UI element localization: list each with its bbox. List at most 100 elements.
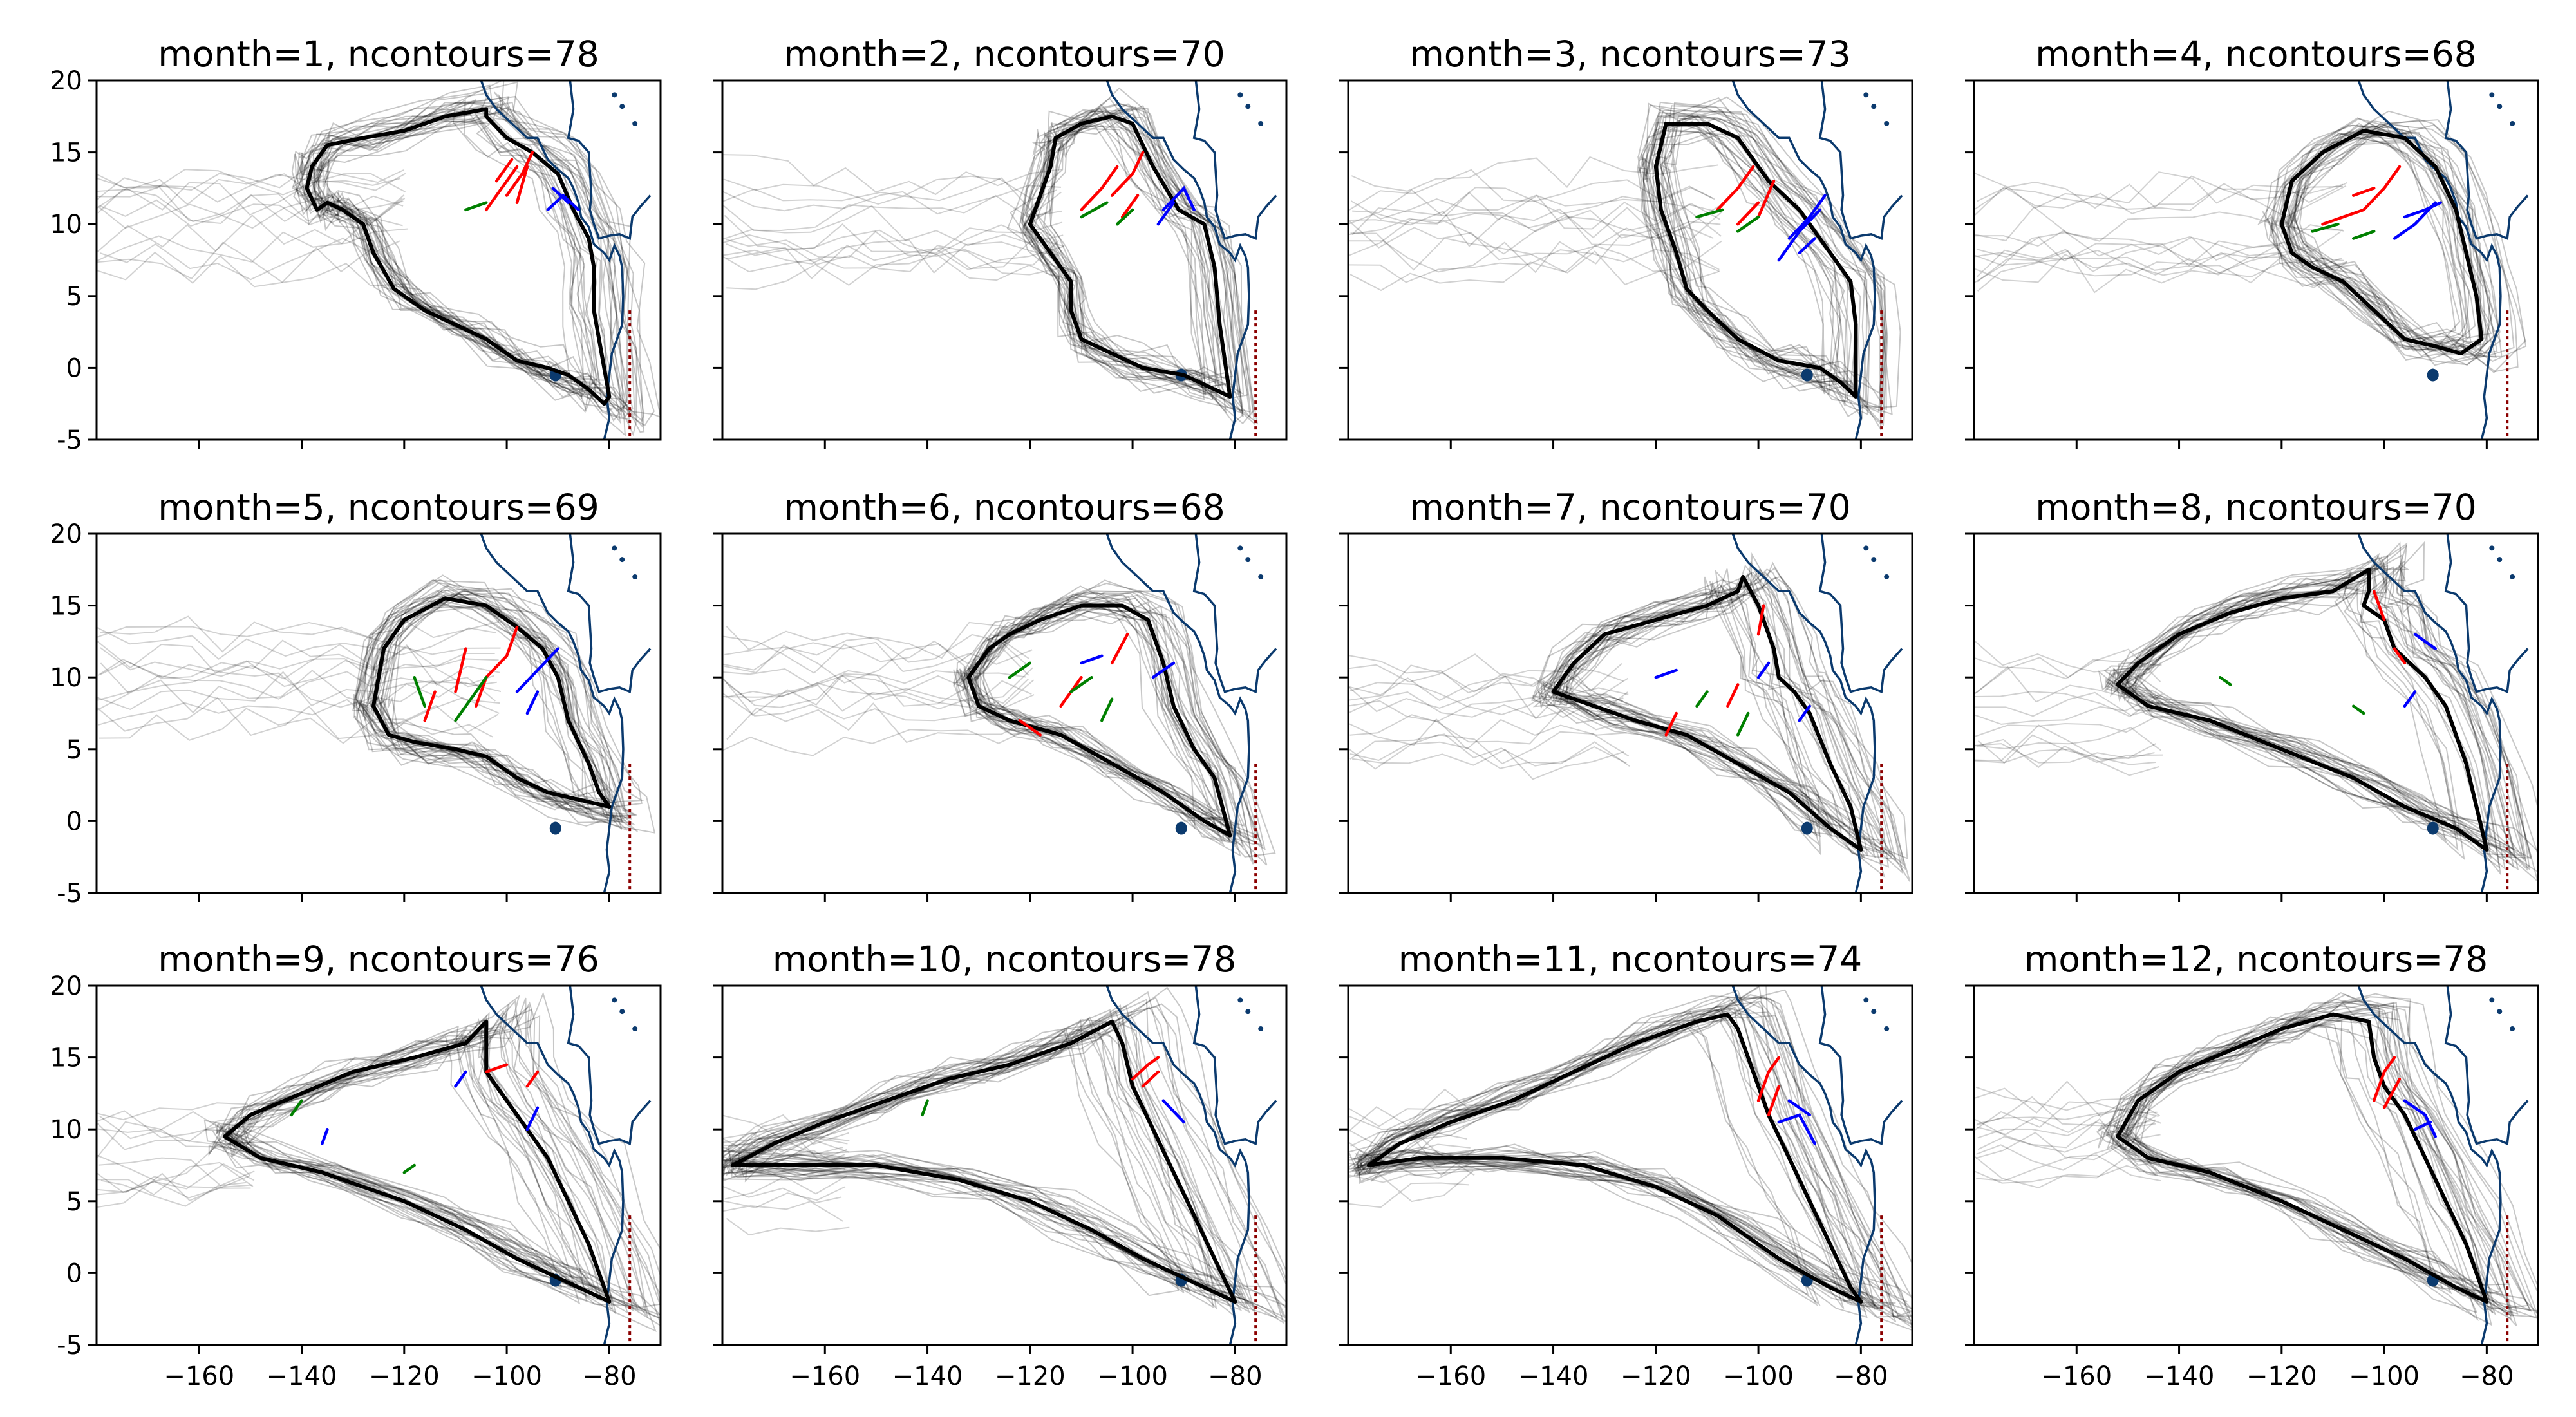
track-red [1131, 1056, 1160, 1081]
member-contour [2118, 996, 2538, 1318]
member-contour [2103, 567, 2506, 871]
track-blue [1798, 704, 1811, 722]
mean-contour [2279, 129, 2484, 356]
island [2497, 104, 2503, 109]
member-contour [1049, 117, 1245, 395]
island [1245, 1009, 1251, 1015]
member-contour [299, 84, 630, 420]
track-red [1756, 604, 1765, 636]
member-contour [1975, 1086, 2161, 1117]
coastline [2357, 534, 2502, 893]
member-contour [2275, 122, 2470, 351]
panel-title: month=5, ncontours=69 [158, 487, 599, 528]
panel-title: month=2, ncontours=70 [784, 33, 1225, 75]
member-contour [1031, 111, 1236, 412]
member-contour [953, 599, 1225, 847]
plot-area [1348, 80, 1903, 440]
member-contour [2124, 1012, 2504, 1297]
member-contour [1556, 571, 1897, 861]
mean-contour [730, 1019, 1237, 1304]
member-contour [227, 1014, 614, 1309]
member-contour [722, 239, 1060, 274]
member-contour [97, 188, 403, 227]
track-green [454, 675, 488, 722]
track-blue [546, 193, 580, 212]
panel-title: month=7, ncontours=70 [1409, 487, 1851, 528]
galapagos-islands [2427, 821, 2439, 835]
coastline-caribbean [1818, 80, 1903, 241]
track-blue [525, 1106, 540, 1131]
member-contour [1348, 1134, 1467, 1167]
plot-area [97, 80, 661, 440]
member-contour [968, 593, 1226, 819]
member-contour [2104, 588, 2447, 843]
y-tick-label: 10 [50, 1115, 82, 1145]
track-red [1120, 194, 1140, 219]
track-red [2372, 1056, 2396, 1102]
member-contour [1031, 127, 1222, 385]
track-red [1664, 711, 1678, 737]
member-contour [1656, 113, 1893, 415]
member-contour [1977, 1115, 2157, 1139]
coastline-caribbean [1818, 534, 1903, 694]
panel-month-1: -5 0 5 10 15 20 month=1, ncontours=78 [50, 33, 662, 455]
member-contour [2111, 999, 2501, 1299]
member-contour [956, 585, 1230, 843]
plot-area [1974, 986, 2538, 1345]
coastline-caribbean [567, 986, 652, 1146]
member-contour [722, 194, 1062, 232]
member-contour [726, 702, 1032, 744]
member-contour [1543, 571, 1893, 858]
member-contour [722, 692, 1033, 722]
member-contour [722, 1029, 1185, 1293]
member-contour [371, 594, 637, 818]
island [632, 120, 638, 126]
member-contour [1551, 585, 1837, 832]
member-contour [208, 1034, 563, 1289]
member-contour [1022, 107, 1239, 397]
member-contour [722, 234, 1058, 276]
member-contour [291, 91, 626, 437]
member-contour [1557, 568, 1885, 855]
y-tick-label: 0 [66, 353, 82, 383]
member-contour [314, 102, 655, 427]
member-contour [387, 588, 643, 811]
member-contour [97, 1163, 255, 1196]
member-contour [97, 1110, 247, 1145]
track-red [1110, 632, 1129, 665]
member-contour [362, 585, 623, 830]
member-contour [2264, 131, 2467, 352]
member-contour [726, 224, 1061, 256]
member-contour [1556, 552, 1887, 855]
track-blue [2413, 632, 2437, 650]
island [1245, 104, 1251, 109]
member-contour [1348, 1143, 1471, 1169]
member-contour [1644, 122, 1842, 385]
member-contour [2281, 117, 2482, 352]
member-contour [1547, 564, 1886, 878]
member-contour [236, 1001, 661, 1327]
island [1237, 545, 1243, 551]
y-tick-label: 20 [50, 66, 82, 96]
member-contour [725, 1028, 1217, 1310]
member-contour [1349, 250, 1720, 292]
track-blue [1777, 1113, 1816, 1145]
member-contour [726, 1217, 850, 1236]
member-contour [722, 1132, 850, 1152]
island [2497, 557, 2503, 563]
member-contour [1357, 1009, 1883, 1311]
mean-contour [2116, 1012, 2489, 1304]
member-contour [724, 1143, 846, 1170]
member-contour [314, 106, 628, 413]
member-contour [313, 95, 635, 417]
track-blue [2403, 690, 2417, 708]
member-contour [97, 1121, 252, 1159]
member-contour [722, 1135, 849, 1153]
x-tick-label: −100 [471, 1362, 542, 1391]
island [1871, 104, 1877, 109]
member-contour [319, 118, 610, 402]
member-contour [366, 598, 595, 807]
member-contour [1974, 175, 2344, 210]
member-contour [2120, 1002, 2532, 1312]
member-contour [1976, 1154, 2161, 1182]
